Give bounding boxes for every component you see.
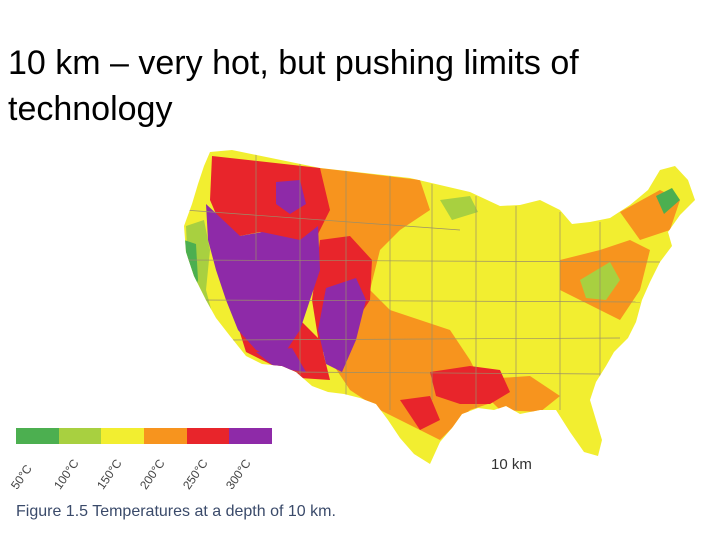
red-region-texas [430,366,510,404]
legend-label-150: 150°C [94,456,125,493]
temperature-legend [16,428,273,446]
legend-swatch-150 [101,428,145,444]
green-region-great-lakes [440,196,478,220]
legend-label-300: 300°C [223,456,254,493]
purple-region-colorado [318,278,366,372]
legend-swatch-200 [144,428,187,444]
legend-swatch-300 [229,428,273,444]
legend-swatch-250 [186,428,230,444]
slide-title: 10 km – very hot, but pushing limits of … [8,44,579,128]
purple-region-great-basin [206,204,320,360]
figure-caption: Figure 1.5 Temperatures at a depth of 10… [16,503,336,520]
legend-label-100: 100°C [51,456,82,493]
legend-swatch-100 [58,428,102,444]
legend-swatch-50 [16,428,59,444]
green-region-coast [184,240,198,300]
purple-region-yellowstone [276,180,306,214]
legend-label-50: 50°C [8,462,35,493]
legend-label-200: 200°C [137,456,168,493]
red-region-gulf [400,396,440,430]
state-borders [184,152,661,410]
green-region-new-england [656,188,680,214]
purple-region-arizona [256,348,306,372]
legend-label-250: 250°C [180,456,211,493]
legend-labels: 50°C 100°C 150°C 200°C 250°C 300°C [0,450,300,493]
depth-label: 10 km [491,456,532,473]
